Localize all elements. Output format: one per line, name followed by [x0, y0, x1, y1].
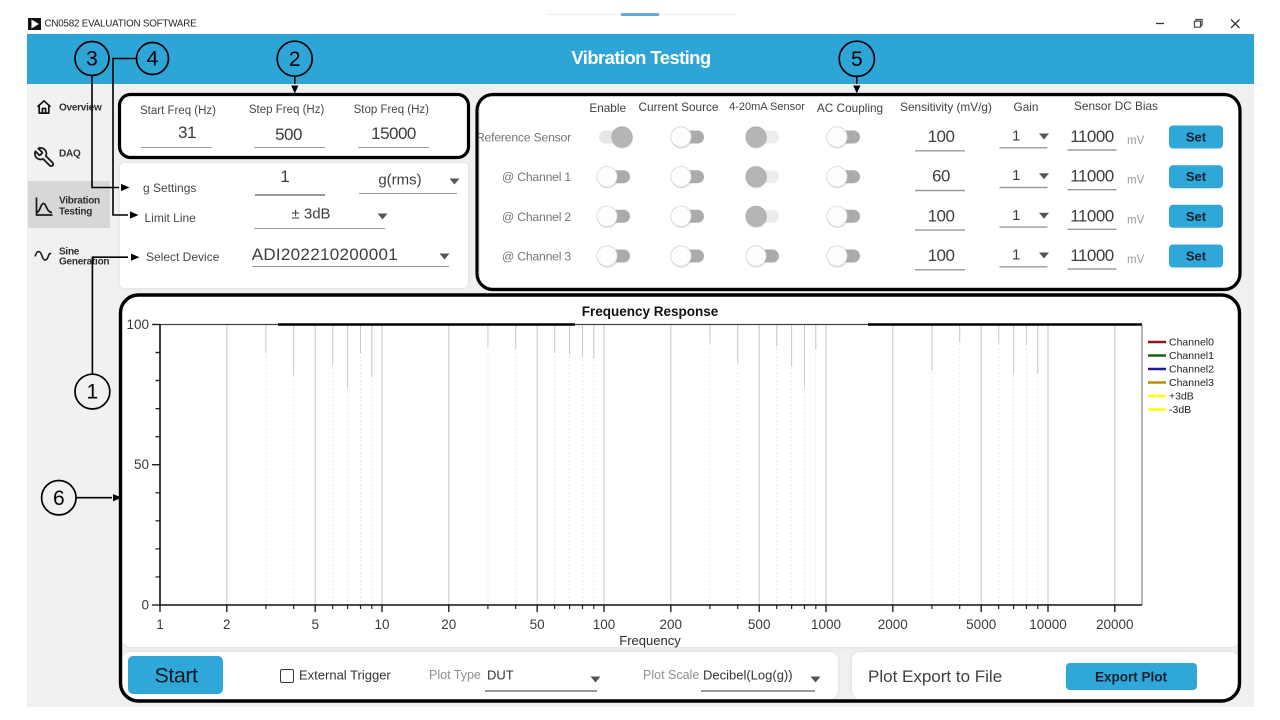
svg-text:1: 1	[87, 381, 99, 404]
svg-text:1: 1	[1012, 128, 1020, 145]
svg-text:20: 20	[441, 617, 456, 632]
svg-text:11000: 11000	[1070, 206, 1114, 225]
svg-text:100: 100	[593, 617, 616, 632]
svg-text:1000: 1000	[811, 617, 841, 632]
svg-text:100: 100	[928, 127, 955, 146]
svg-text:+3dB: +3dB	[1169, 391, 1194, 403]
svg-text:10000: 10000	[1029, 617, 1067, 632]
svg-text:0: 0	[141, 598, 149, 613]
svg-text:5000: 5000	[966, 617, 996, 632]
svg-text:Reference Sensor: Reference Sensor	[476, 131, 571, 145]
svg-text:mV: mV	[1127, 175, 1145, 187]
svg-text:4: 4	[147, 48, 159, 71]
svg-text:Frequency: Frequency	[619, 633, 681, 648]
svg-text:100: 100	[928, 246, 955, 265]
svg-text:1: 1	[1012, 207, 1020, 224]
svg-text:200: 200	[660, 617, 683, 632]
svg-text:500: 500	[748, 617, 771, 632]
svg-text:100: 100	[928, 206, 955, 225]
svg-text:3: 3	[86, 48, 98, 71]
svg-text:1: 1	[156, 617, 164, 632]
svg-text:Set: Set	[1186, 209, 1207, 224]
svg-text:50: 50	[134, 457, 149, 472]
svg-text:50: 50	[530, 617, 545, 632]
svg-text:10: 10	[374, 617, 389, 632]
svg-text:Channel3: Channel3	[1169, 377, 1214, 389]
svg-text:Frequency Response: Frequency Response	[582, 304, 719, 319]
svg-text:-3dB: -3dB	[1169, 404, 1191, 416]
svg-text:Set: Set	[1186, 169, 1207, 184]
svg-text:Set: Set	[1186, 130, 1207, 145]
svg-text:@ Channel 1: @ Channel 1	[502, 170, 572, 184]
svg-text:mV: mV	[1127, 135, 1145, 147]
svg-text:@ Channel 3: @ Channel 3	[502, 250, 572, 264]
svg-text:2: 2	[223, 617, 231, 632]
svg-text:mV: mV	[1127, 254, 1145, 266]
svg-text:5: 5	[851, 48, 863, 71]
svg-text:Channel0: Channel0	[1169, 337, 1214, 349]
svg-text:Channel2: Channel2	[1169, 364, 1214, 376]
svg-text:@ Channel 2: @ Channel 2	[502, 210, 572, 224]
svg-text:Set: Set	[1186, 249, 1207, 264]
svg-text:11000: 11000	[1070, 127, 1114, 146]
svg-text:2: 2	[289, 48, 301, 71]
svg-text:mV: mV	[1127, 214, 1145, 226]
svg-text:11000: 11000	[1070, 167, 1114, 186]
svg-text:2000: 2000	[878, 617, 908, 632]
svg-text:1: 1	[1012, 247, 1020, 264]
svg-text:60: 60	[932, 167, 950, 186]
svg-text:Channel1: Channel1	[1169, 350, 1214, 362]
svg-text:100: 100	[126, 317, 149, 332]
svg-text:11000: 11000	[1070, 246, 1114, 265]
svg-text:20000: 20000	[1096, 617, 1134, 632]
svg-text:5: 5	[311, 617, 319, 632]
svg-text:1: 1	[1012, 167, 1020, 184]
svg-text:6: 6	[53, 487, 65, 510]
